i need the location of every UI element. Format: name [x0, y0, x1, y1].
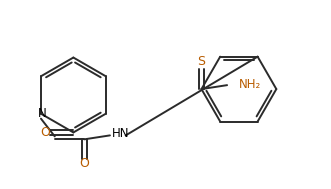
- Text: O: O: [40, 126, 50, 139]
- Text: HN: HN: [112, 127, 129, 140]
- Text: NH₂: NH₂: [239, 78, 261, 91]
- Text: N: N: [37, 107, 46, 120]
- Text: O: O: [79, 157, 89, 170]
- Text: S: S: [198, 55, 206, 68]
